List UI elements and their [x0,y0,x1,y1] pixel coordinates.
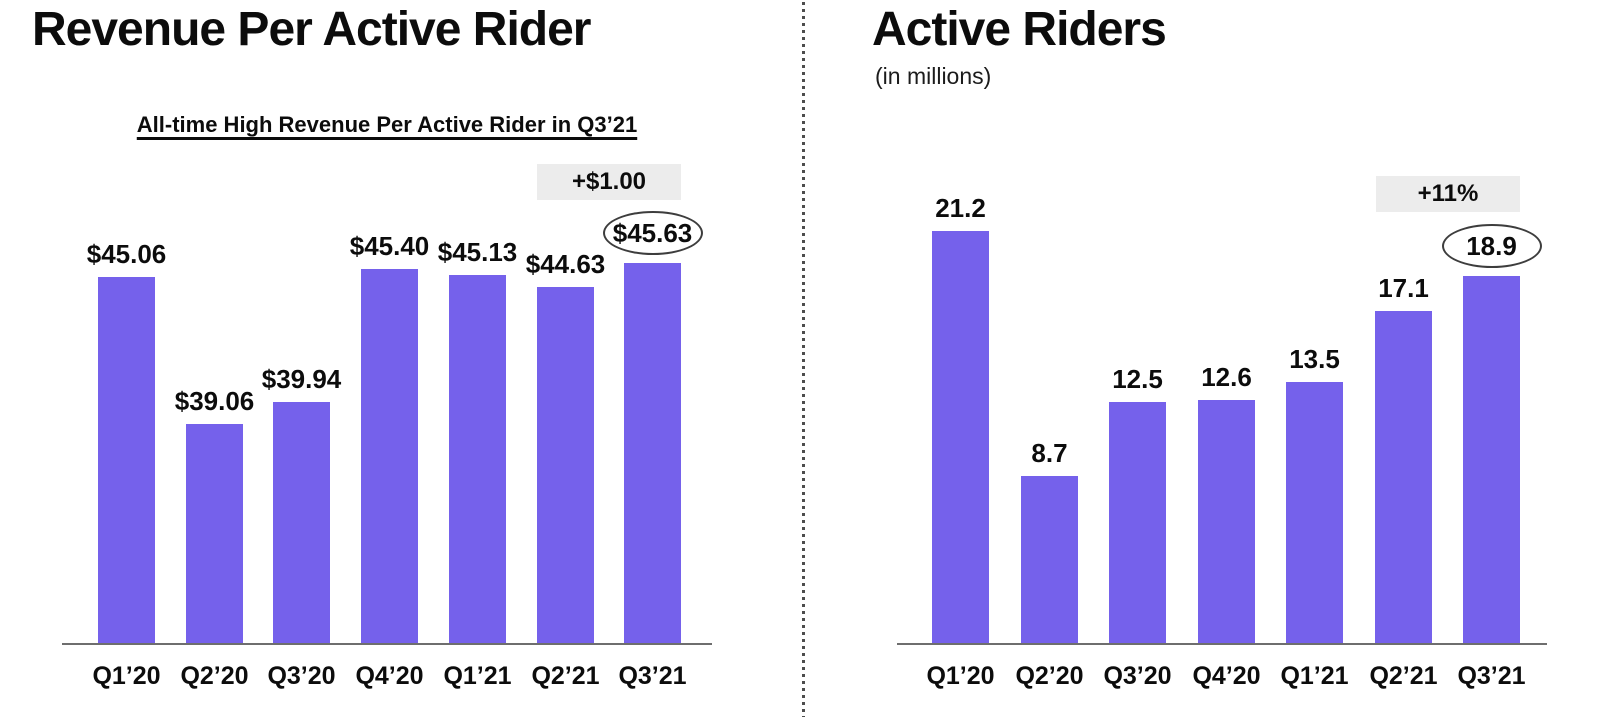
revenue-per-active-rider-bar-Q2’21 [537,287,594,643]
active-riders-bar-Q3’21 [1463,276,1520,643]
revenue-per-active-rider-bar-Q1’21 [449,275,506,643]
active-riders-axis-label-Q4’20: Q4’20 [1192,662,1261,690]
revenue-per-active-rider-value-label: $45.06 [86,239,167,269]
active-riders-axis-label-Q3’21: Q3’21 [1457,662,1526,690]
revenue-per-active-rider-value-label: $44.63 [525,249,606,279]
revenue-chart-subtitle: All-time High Revenue Per Active Rider i… [62,112,712,138]
active-riders-bar-Q2’21 [1375,311,1432,643]
revenue-per-active-rider-axis-label-Q1’21: Q1’21 [443,662,512,690]
active-riders-bar-Q1’20 [932,231,989,643]
active-riders-value-label: 13.5 [1289,344,1340,374]
active-riders-axis-label-Q3’20: Q3’20 [1103,662,1172,690]
active-riders-value-label: 21.2 [935,193,986,223]
revenue-per-active-rider-x-axis [62,643,712,645]
active-riders-change-badge: +11% [1376,176,1520,212]
active-riders-circled-value: 18.9 [1441,224,1542,268]
dotted-divider [802,2,805,717]
active-riders-bar-Q4’20 [1198,400,1255,643]
active-riders-axis-label-Q2’21: Q2’21 [1369,662,1438,690]
revenue-per-active-rider-axis-label-Q2’20: Q2’20 [180,662,249,690]
revenue-per-active-rider-bar-Q1’20 [98,277,155,643]
revenue-per-active-rider-axis-label-Q4’20: Q4’20 [355,662,424,690]
revenue-per-active-rider-bar-Q2’20 [186,424,243,643]
revenue-per-active-rider-bar-Q3’21 [624,263,681,643]
revenue-per-active-rider-value-label: $45.40 [349,231,430,261]
active-riders-axis-label-Q1’21: Q1’21 [1280,662,1349,690]
revenue-per-active-rider-axis-label-Q1’20: Q1’20 [92,662,161,690]
revenue-per-active-rider-value-label: $39.94 [261,364,342,394]
active-riders-x-axis [897,643,1547,645]
riders-chart-units: (in millions) [875,63,992,89]
active-riders-value-label: 12.5 [1112,364,1163,394]
active-riders-value-label: 12.6 [1201,362,1252,392]
active-riders-bar-Q3’20 [1109,402,1166,643]
active-riders-axis-label-Q1’20: Q1’20 [926,662,995,690]
active-riders-value-label: 17.1 [1378,273,1429,303]
active-riders-value-label: 8.7 [1031,438,1068,468]
revenue-per-active-rider-bar-Q3’20 [273,402,330,643]
revenue-per-active-rider-change-badge: +$1.00 [537,164,681,200]
revenue-chart-title: Revenue Per Active Rider [32,3,591,56]
revenue-per-active-rider-axis-label-Q3’20: Q3’20 [267,662,336,690]
revenue-per-active-rider-circled-value: $45.63 [602,211,703,255]
active-riders-axis-label-Q2’20: Q2’20 [1015,662,1084,690]
revenue-per-active-rider-value-label: $39.06 [174,386,255,416]
revenue-per-active-rider-axis-label-Q3’21: Q3’21 [618,662,687,690]
revenue-per-active-rider-axis-label-Q2’21: Q2’21 [531,662,600,690]
revenue-per-active-rider-bar-Q4’20 [361,269,418,643]
active-riders-bar-Q1’21 [1286,382,1343,643]
active-riders-bar-Q2’20 [1021,476,1078,643]
riders-chart-title: Active Riders [872,3,1167,56]
revenue-per-active-rider-value-label: $45.13 [437,237,518,267]
revenue-chart-subtitle-text: All-time High Revenue Per Active Rider i… [136,112,638,137]
